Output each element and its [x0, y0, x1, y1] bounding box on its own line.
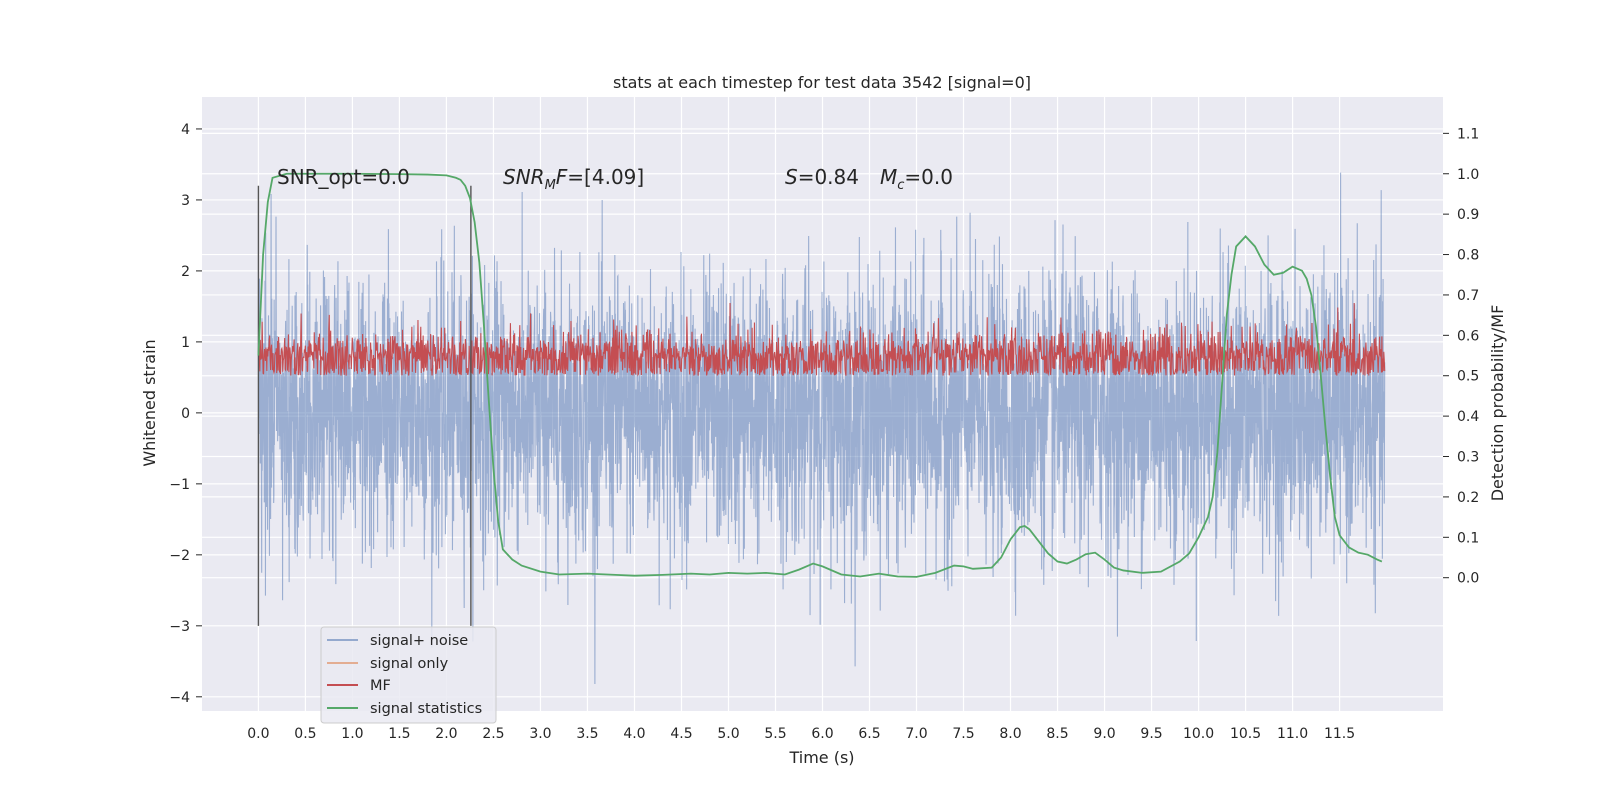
x-tick-label: 3.0: [529, 726, 551, 742]
y-tick-label: −3: [169, 619, 190, 635]
x-tick-label: 9.5: [1140, 726, 1162, 742]
x-tick-label: 11.5: [1324, 726, 1355, 742]
x-ticks: 0.0 0.5 1.0 1.5 2.0 2.5 3.0 3.5 4.0 4.5 5.0 5.5 6.0 6…: [247, 726, 1355, 742]
y2-axis-label: Detection probability/MF: [1488, 305, 1507, 502]
legend-label-mf: MF: [370, 678, 391, 694]
y2-tick-label: 0.2: [1457, 490, 1479, 506]
y-tick-label: 1: [181, 335, 190, 351]
x-tick-label: 10.5: [1230, 726, 1261, 742]
annotation-snr-opt: SNR_opt=0.0: [277, 165, 410, 189]
x-tick-label: 9.0: [1093, 726, 1115, 742]
y2-tick-label: 0.1: [1457, 530, 1479, 546]
x-tick-label: 2.0: [435, 726, 457, 742]
legend-label-signal-statistics: signal statistics: [370, 701, 482, 717]
x-tick-label: 0.5: [294, 726, 316, 742]
x-tick-label: 7.0: [905, 726, 927, 742]
y2-tick-label: 0.3: [1457, 450, 1479, 466]
y2-tick-label: 0.8: [1457, 248, 1479, 264]
x-axis-label: Time (s): [788, 748, 854, 767]
x-tick-label: 1.0: [341, 726, 363, 742]
x-tick-label: 3.5: [576, 726, 598, 742]
x-tick-label: 6.0: [811, 726, 833, 742]
y-tick-label: −4: [169, 690, 190, 706]
y2-tick-label: 1.0: [1457, 167, 1479, 183]
x-tick-label: 4.0: [623, 726, 645, 742]
annotation-snr-mf: SNRMF=[4.09]: [503, 165, 644, 193]
annotation-s: S=0.84: [785, 165, 859, 189]
vertical-markers: [257, 185, 472, 626]
x-tick-label: 1.5: [388, 726, 410, 742]
legend-label-signal-plus-noise: signal+ noise: [370, 633, 468, 649]
y-tick-label: 2: [181, 264, 190, 280]
y-tick-label: −1: [169, 477, 190, 493]
x-tick-label: 5.0: [717, 726, 739, 742]
series-signal-statistics: [257, 172, 1383, 578]
chart-title: stats at each timestep for test data 354…: [613, 73, 1031, 92]
y-tick-label: −2: [169, 548, 190, 564]
series-signal-plus-noise: [257, 172, 1386, 685]
y2-tick-label: 0.9: [1457, 207, 1479, 223]
x-tick-label: 5.5: [764, 726, 786, 742]
y2-tick-label: 0.6: [1457, 328, 1479, 344]
x-tick-label: 8.5: [1046, 726, 1068, 742]
y2-tick-label: 0.5: [1457, 369, 1479, 385]
y2-ticks: 0.0 0.1 0.2 0.3 0.4 0.5 0.6 0.7 0.8 0.9 1.0 1.1: [1443, 126, 1479, 587]
annotation-snr-mf-value: =[4.09]: [567, 165, 644, 189]
y2-tick-label: 0.7: [1457, 288, 1479, 304]
y-tick-label: 4: [181, 122, 190, 138]
x-tick-label: 7.5: [952, 726, 974, 742]
series-mf: [257, 303, 1386, 377]
y-ticks: −4 −3 −2 −1 0 1 2 3 4: [169, 122, 202, 706]
x-tick-label: 4.5: [670, 726, 692, 742]
y-tick-label: 3: [181, 193, 190, 209]
x-tick-label: 0.0: [247, 726, 269, 742]
x-tick-label: 8.0: [999, 726, 1021, 742]
legend-box: [320, 626, 497, 724]
annotation-s-value: =0.84: [798, 165, 859, 189]
annotation-mc-value: =0.0: [904, 165, 953, 189]
x-tick-label: 11.0: [1277, 726, 1308, 742]
legend: signal+ noise signal only MF signal stat…: [320, 626, 497, 724]
x-tick-label: 10.0: [1183, 726, 1214, 742]
y2-tick-label: 1.1: [1457, 126, 1479, 142]
x-tick-label: 2.5: [482, 726, 504, 742]
legend-label-signal-only: signal only: [370, 656, 449, 672]
y2-tick-label: 0.0: [1457, 571, 1479, 587]
y-axis-label: Whitened strain: [140, 339, 159, 466]
y-tick-label: 0: [181, 406, 190, 422]
y2-tick-label: 0.4: [1457, 409, 1479, 425]
x-tick-label: 6.5: [858, 726, 880, 742]
annotation-mc: Mc=0.0: [880, 165, 953, 193]
